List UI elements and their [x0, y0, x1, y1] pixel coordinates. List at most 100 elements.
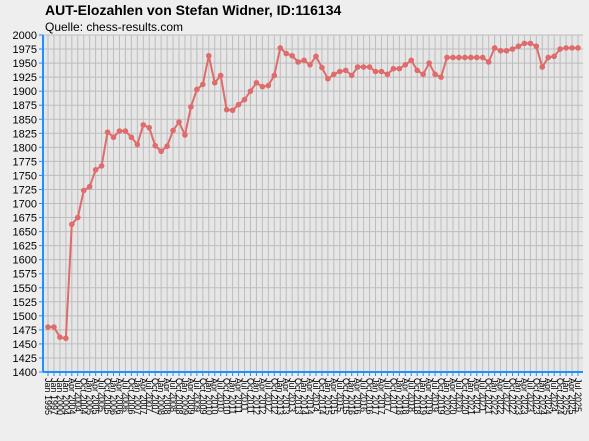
point	[92, 167, 99, 173]
point	[378, 68, 385, 75]
x-tick-label: Oct 2009	[198, 378, 208, 415]
x-tick-label: Jul 2005	[97, 378, 107, 412]
x-tick-label: Jan 2024	[537, 378, 547, 415]
x-tick-label: Jan 2010	[204, 378, 214, 415]
x-tick-label: Jul 2012	[263, 378, 273, 412]
x-tick-label: Oct 2022	[507, 378, 517, 415]
point	[420, 71, 426, 78]
point	[396, 65, 403, 72]
x-tick-label: Jan 2007	[132, 378, 142, 415]
point	[533, 43, 540, 50]
x-tick-label: Apr 2004	[67, 378, 77, 415]
x-tick-label: Jan 1995	[43, 378, 53, 415]
point	[253, 79, 260, 86]
x-tick-label: Oct 2006	[126, 378, 136, 415]
x-tick-label: Jan 2023	[513, 378, 523, 415]
x-tick-label: Apr 2008	[162, 378, 172, 415]
x-tick-label: Oct 2012	[269, 378, 279, 415]
point	[146, 124, 153, 131]
point	[57, 334, 63, 340]
point	[527, 40, 534, 47]
x-tick-label: Apr 2025	[567, 378, 577, 415]
point	[450, 54, 456, 61]
point	[325, 76, 331, 82]
point	[271, 72, 278, 79]
point	[134, 141, 141, 148]
point	[235, 101, 242, 108]
x-tick-label: Jul 2020	[454, 378, 464, 412]
y-tick-label: 1825	[13, 128, 37, 140]
point	[485, 59, 492, 65]
x-tick-label: Jul 2011	[240, 378, 250, 411]
x-tick-label: Jul 2015	[335, 378, 345, 412]
point	[390, 65, 397, 72]
chart-subtitle: Quelle: chess-results.com	[45, 20, 183, 34]
x-tick-label: Apr 2014	[305, 378, 315, 415]
x-tick-label: Apr 2017	[376, 378, 386, 415]
x-tick-label: Jan 2014	[299, 378, 309, 415]
x-tick-label: Oct 2015	[341, 378, 351, 415]
point	[200, 81, 206, 88]
point	[80, 187, 87, 194]
x-tick-label: Apr 2010	[210, 378, 220, 415]
point	[217, 72, 224, 79]
point	[491, 45, 498, 51]
x-tick-label: Jul 2007	[144, 378, 154, 412]
point	[289, 52, 295, 59]
point	[372, 68, 379, 75]
y-tick-label: 1500	[13, 311, 37, 323]
y-tick-label: 2000	[13, 30, 37, 42]
y-tick-label: 1575	[13, 269, 37, 281]
point	[402, 61, 409, 68]
x-tick-label: Jan 2004	[61, 378, 71, 415]
point	[164, 143, 170, 150]
x-tick-label: Oct 2017	[388, 378, 398, 415]
point	[432, 71, 438, 78]
point	[307, 61, 313, 68]
point	[182, 132, 188, 138]
point	[283, 50, 290, 57]
x-tick-label: Jan 2015	[323, 378, 333, 415]
point	[468, 54, 474, 61]
x-tick-label: Jan 1997	[49, 378, 59, 415]
x-tick-label: Jul 2006	[120, 378, 130, 412]
x-tick-label: Oct 2018	[412, 378, 422, 415]
point	[128, 134, 135, 141]
x-tick-label: Jul 2014	[311, 378, 321, 412]
x-tick-label: Jul 2019	[430, 378, 440, 412]
point	[313, 53, 319, 60]
x-tick-label: Jul 2024	[549, 378, 559, 412]
x-tick-label: Jul 2023	[525, 378, 535, 412]
point	[438, 74, 444, 80]
x-tick-label: Jan 2006	[109, 378, 119, 415]
point	[170, 127, 176, 134]
y-tick-label: 1725	[13, 184, 37, 196]
point	[45, 324, 51, 330]
point	[336, 68, 343, 75]
point	[545, 54, 552, 61]
point	[366, 64, 373, 70]
x-tick-label: Oct 2019	[436, 378, 446, 415]
x-tick-label: Jul 2025	[573, 378, 583, 412]
y-tick-label: 1775	[13, 156, 37, 168]
point	[229, 107, 236, 114]
point	[563, 45, 569, 51]
point	[194, 86, 200, 93]
x-tick-label: Jul 2009	[192, 378, 202, 412]
x-tick-label: Jan 2005	[85, 378, 95, 415]
x-tick-label: Oct 2013	[293, 378, 303, 415]
point	[509, 46, 516, 52]
point	[176, 119, 182, 125]
point	[104, 129, 111, 135]
x-tick-label: Jan 2011	[228, 378, 238, 414]
x-tick-label: Apr 2021	[472, 378, 482, 415]
point	[158, 148, 164, 155]
x-tick-label: Jan 2022	[490, 378, 500, 415]
x-tick-label: Apr 2005	[91, 378, 101, 415]
x-tick-label: Jul 2021	[478, 378, 488, 412]
y-tick-label: 1475	[13, 325, 37, 337]
x-tick-label: Apr 2015	[329, 378, 339, 415]
y-tick-label: 1800	[13, 142, 37, 154]
point	[86, 183, 93, 190]
